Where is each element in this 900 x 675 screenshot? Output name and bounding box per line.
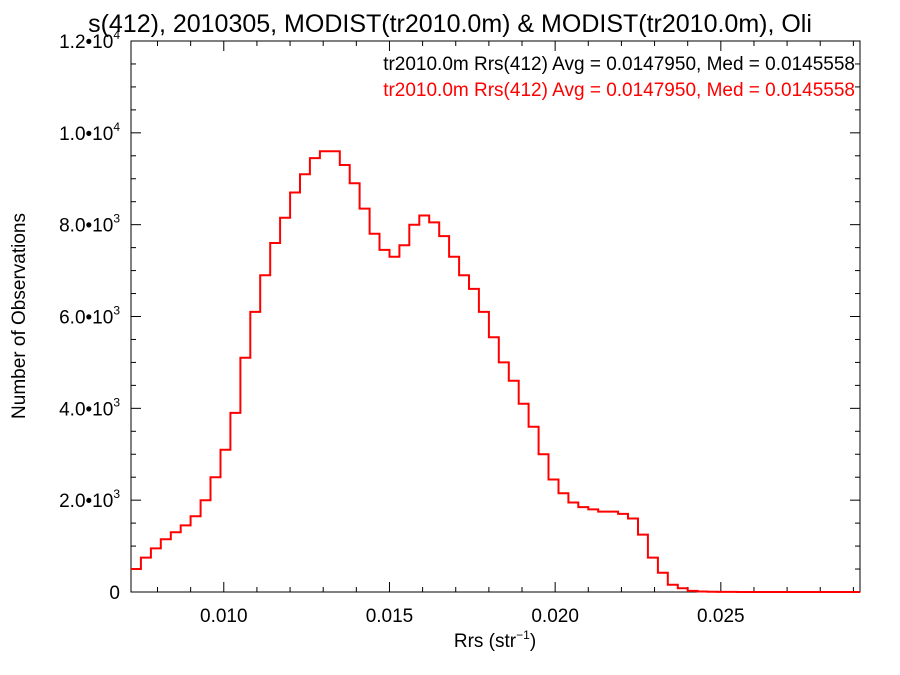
y-tick-label: 1.0•104 — [59, 120, 120, 145]
y-tick-label: 6.0•103 — [59, 304, 120, 329]
y-tick-label: 1.2•104 — [59, 28, 120, 53]
y-tick-label: 2.0•103 — [59, 487, 120, 512]
y-axis-label: Number of Observations — [9, 213, 30, 419]
series-line — [131, 150, 860, 593]
x-axis-label-main: Rrs (str — [454, 631, 517, 652]
x-tick-label: 0.015 — [366, 606, 414, 627]
annotation-red: tr2010.0m Rrs(412) Avg = 0.0147950, Med … — [383, 80, 855, 101]
series-layer — [131, 150, 860, 593]
x-axis-label-sup: −1 — [516, 628, 530, 642]
x-tick-label: 0.020 — [531, 606, 579, 627]
x-axis-label-close: ) — [530, 631, 536, 652]
y-tick-label: 0 — [109, 583, 120, 604]
plot-frame — [130, 40, 861, 593]
annotation-black: tr2010.0m Rrs(412) Avg = 0.0147950, Med … — [383, 54, 855, 75]
y-tick-label: 4.0•103 — [59, 395, 120, 420]
x-axis-label: Rrs (str−1) — [454, 628, 536, 652]
x-axis-ticks: 0.010 0.015 0.020 0.025 — [157, 41, 854, 627]
x-tick-label: 0.025 — [697, 606, 745, 627]
x-tick-label: 0.010 — [200, 606, 248, 627]
y-axis-ticks: 0 2.0•103 4.0•103 6.0•103 8.0•103 1.0•104 1.2•… — [59, 28, 860, 604]
y-tick-label: 8.0•103 — [59, 212, 120, 237]
chart-title: s(412), 2010305, MODIST(tr2010.0m) & MOD… — [88, 10, 812, 38]
